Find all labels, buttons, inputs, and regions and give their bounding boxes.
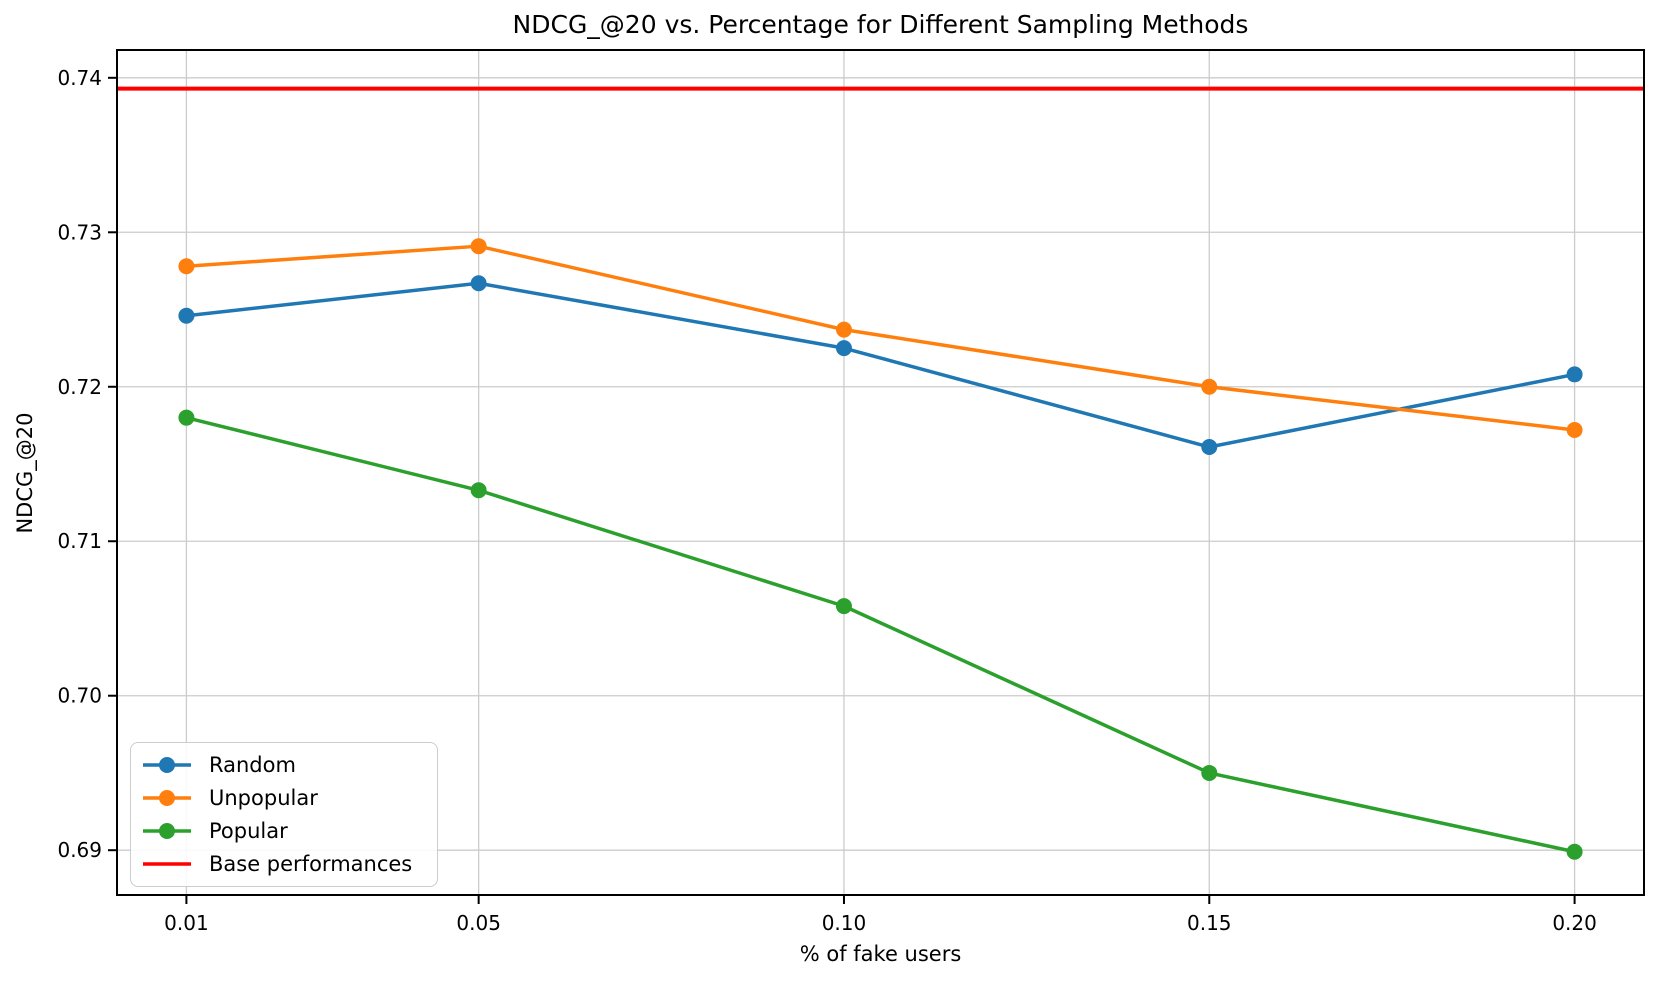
x-tick-label: 0.01 — [164, 911, 209, 935]
data-point-marker — [1566, 366, 1583, 383]
legend-label: Base performances — [209, 851, 413, 876]
data-point-marker — [470, 238, 487, 255]
x-tick-label: 0.10 — [822, 911, 867, 935]
data-point-marker — [178, 409, 195, 426]
legend-item-popular: Popular — [141, 816, 427, 846]
chart-title: NDCG_@20 vs. Percentage for Different Sa… — [512, 10, 1249, 39]
data-point-marker — [1201, 764, 1218, 781]
legend: Random Unpopular Popular Base performanc… — [130, 742, 438, 887]
series-random-line — [178, 275, 1583, 456]
data-point-marker — [1201, 378, 1218, 395]
data-point-marker — [178, 258, 195, 275]
y-tick-label: 0.72 — [57, 375, 102, 399]
y-tick-label: 0.74 — [57, 66, 102, 90]
legend-label: Random — [209, 753, 296, 778]
y-axis-label: NDCG_@20 — [13, 412, 37, 534]
data-point-marker — [470, 482, 487, 499]
x-tick-label: 0.20 — [1552, 911, 1597, 935]
plot-border — [116, 49, 1645, 896]
data-point-marker — [835, 598, 852, 615]
legend-item-unpopular: Unpopular — [141, 783, 427, 813]
y-tick-label: 0.73 — [57, 220, 102, 244]
y-tick-label: 0.70 — [57, 684, 102, 708]
data-point-marker — [1566, 843, 1583, 860]
data-point-marker — [835, 321, 852, 338]
series-popular-line — [178, 409, 1583, 860]
legend-item-base-performances: Base performances — [141, 849, 427, 879]
legend-line-marker-icon — [143, 790, 191, 807]
legend-line-marker-icon — [143, 757, 191, 774]
y-tick-label: 0.71 — [57, 529, 102, 553]
data-point-marker — [1201, 439, 1218, 456]
data-point-marker — [470, 275, 487, 292]
legend-line-marker-icon — [143, 822, 191, 839]
series-unpopular-line — [178, 238, 1583, 439]
axis-ticks: 0.01 0.05 0.10 0.15 0.20 0.69 0.70 0.71 0.72 0.73… — [57, 66, 1596, 935]
y-tick-label: 0.69 — [57, 838, 102, 862]
data-point-marker — [835, 340, 852, 357]
data-point-marker — [178, 307, 195, 324]
x-tick-label: 0.05 — [456, 911, 501, 935]
x-tick-label: 0.15 — [1187, 911, 1232, 935]
legend-line-icon — [143, 861, 191, 866]
legend-item-random: Random — [141, 750, 427, 780]
legend-label: Popular — [209, 818, 288, 843]
x-axis-label: % of fake users — [799, 942, 962, 966]
data-point-marker — [1566, 422, 1583, 439]
legend-label: Unpopular — [209, 786, 318, 811]
